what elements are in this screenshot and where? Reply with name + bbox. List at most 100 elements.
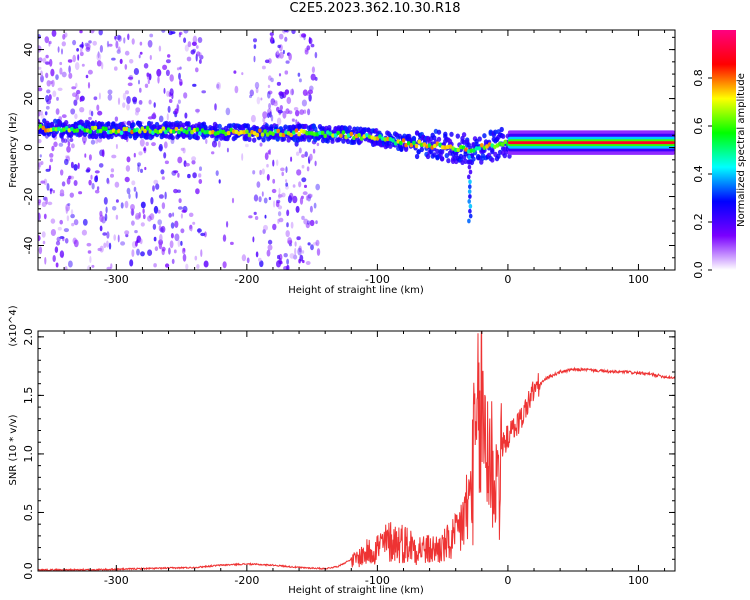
spectrogram-noise-blob [198, 173, 202, 178]
spectrogram-ridge-core [399, 140, 403, 146]
spectrogram-noise-blob [124, 64, 128, 70]
spectrogram-noise-blob [112, 206, 117, 211]
spectrogram-noise-blob [149, 33, 154, 38]
spectrogram-noise-blob [276, 159, 279, 166]
spectrogram-noise-blob [158, 115, 164, 123]
spectrogram-noise-blob [275, 201, 280, 208]
spectrogram-noise-blob [158, 45, 162, 52]
spectrogram-noise-blob [199, 54, 204, 60]
spectrogram-noise-blob [94, 175, 98, 183]
spectrogram-noise-blob [84, 153, 87, 158]
spectrogram-ridge-core [161, 126, 166, 131]
spectrogram-noise-blob [101, 149, 105, 158]
spectrogram-noise-blob [147, 79, 150, 85]
spectrogram-noise-blob [147, 116, 153, 120]
spectrogram-tail-blob [468, 179, 472, 185]
spectrogram-noise-blob [272, 223, 277, 231]
spectrogram-ridge-core [386, 136, 390, 142]
spectrogram-noise-blob [269, 32, 274, 36]
spectrogram-noise-blob [297, 247, 302, 256]
spectrogram-ridge-core [373, 136, 377, 141]
spectrogram-noise-blob [309, 219, 315, 227]
spectrogram-ridge-core [341, 130, 346, 135]
spectrogram-noise-blob [253, 211, 257, 215]
spectrogram-noise-blob [285, 230, 290, 238]
spectrogram-ridge-blob [399, 145, 404, 152]
spectrogram-noise-blob [51, 30, 57, 37]
spectrogram-noise-blob [125, 165, 131, 172]
spectrogram-noise-blob [308, 193, 313, 198]
spectrogram-ridge-core [145, 126, 150, 131]
spectrogram-noise-blob [308, 37, 313, 45]
spectrogram-noise-blob [304, 184, 307, 188]
spectrogram-noise-blob [168, 99, 173, 103]
spectrogram-ridge-core [46, 128, 51, 133]
spectrogram-noise-blob [75, 82, 78, 89]
spectrogram-noise-blob [65, 203, 70, 212]
spectrogram-noise-blob [132, 96, 138, 103]
spectrogram-noise-blob [153, 205, 159, 214]
spectrogram-noise-blob [127, 76, 133, 80]
spectrogram-ridge-blob [100, 121, 105, 127]
spectrogram-noise-blob [173, 249, 177, 254]
spectrogram-noise-blob [204, 231, 207, 238]
spectrogram-noise-blob [225, 107, 231, 116]
spectrogram-noise-blob [190, 225, 193, 232]
spectrogram-noise-blob [41, 201, 47, 208]
page-title: C2E5.2023.362.10.30.R18 [289, 1, 461, 16]
spectrogram-noise-blob [45, 72, 49, 79]
spectrogram-noise-blob [45, 196, 48, 205]
spectrogram-ridge-core [365, 133, 369, 138]
spectrogram-noise-blob [166, 113, 169, 121]
colorbar: 0.0 0.2 0.4 0.6 0.8 Normalized spectral ampl… [692, 30, 747, 279]
spectrogram-noise-blob [308, 94, 312, 102]
spectrogram-noise-blob [131, 209, 134, 216]
spectrogram-ridge-blob [170, 135, 175, 141]
spectrogram-noise-blob [77, 54, 80, 61]
spectrogram-noise-blob [70, 209, 74, 216]
spectrogram-ridge-core [273, 129, 278, 134]
spectrogram-noise-blob [149, 214, 153, 219]
spectrogram-ridge-core [268, 130, 273, 135]
spectrogram-noise-blob [184, 44, 189, 52]
spectrogram-noise-blob [174, 233, 180, 242]
spectrogram-noise-blob [313, 202, 317, 209]
spectrogram-noise-blob [194, 255, 198, 261]
spectrogram-noise-blob [80, 47, 83, 53]
spectrogram-noise-blob [181, 209, 187, 213]
spectrogram-noise-blob [178, 72, 181, 80]
spectrogram-noise-blob [152, 112, 156, 119]
spectrogram-noise-blob [131, 38, 135, 45]
spectrogram-tail-blob [467, 159, 472, 165]
spectrogram-noise-blob [277, 211, 282, 217]
y-tick-label: 40 [22, 43, 35, 57]
spectrogram-noise-blob [177, 172, 180, 178]
spectrogram-noise-blob [272, 178, 276, 184]
spectrogram-ridge-core [312, 132, 317, 137]
spectrogram-noise-blob [55, 74, 59, 80]
spectrogram-noise-blob [68, 175, 72, 180]
spectrogram-noise-blob [140, 168, 143, 173]
spectrogram-ridge-blob [501, 133, 506, 139]
spectrogram-noise-blob [312, 148, 316, 154]
spectrogram-tail-blob [468, 194, 472, 199]
spectrogram-noise-blob [129, 259, 134, 267]
spectrogram-noise-blob [122, 92, 127, 101]
spectrogram-noise-blob [315, 220, 318, 225]
spectrogram-noise-blob [73, 239, 79, 248]
spectrogram-noise-blob [307, 242, 311, 246]
spectrogram-noise-blob [87, 250, 92, 254]
spectrogram-noise-blob [55, 262, 59, 268]
spectrogram-ridge-blob [443, 131, 448, 137]
spectrogram-noise-blob [126, 187, 131, 195]
spectrogram-noise-blob [64, 238, 69, 244]
spectrogram-noise-blob [75, 93, 79, 101]
spectrogram-noise-blob [107, 89, 113, 95]
spectrogram-ridge-blob [355, 126, 360, 132]
spectrogram-noise-blob [106, 266, 112, 270]
spectrogram-ridge-blob [347, 125, 352, 131]
spectrogram-noise-blob [314, 51, 318, 59]
spectrogram-noise-blob [61, 41, 66, 47]
spectrogram-noise-blob [197, 37, 203, 43]
